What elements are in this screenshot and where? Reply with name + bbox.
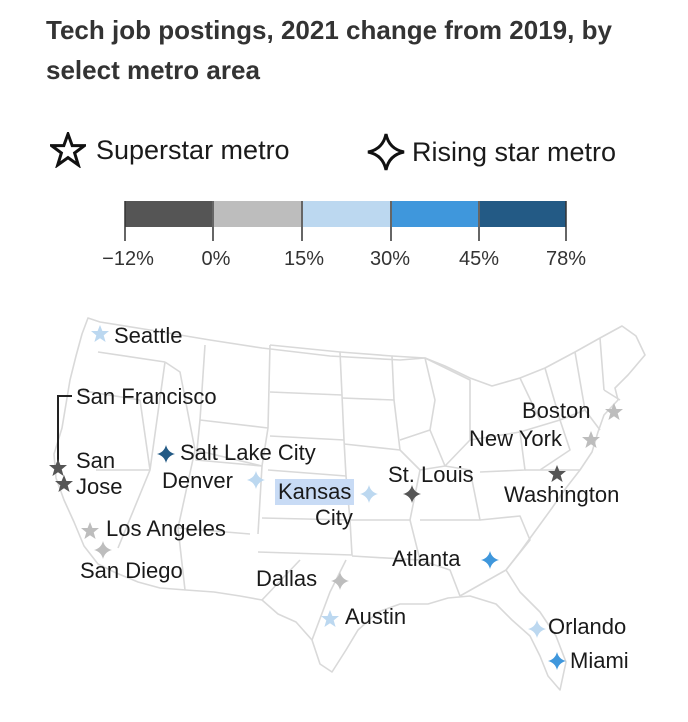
- scale-bin-4: [480, 201, 566, 227]
- city-label-orlando: Orlando: [548, 614, 627, 639]
- austin-marker-icon: [321, 610, 339, 627]
- scale-ticks: [124, 201, 567, 241]
- kansas-city-marker-icon: [360, 485, 378, 503]
- us-map: [49, 317, 646, 691]
- city-label-denver: Denver: [162, 468, 233, 493]
- city-label-boston: Boston: [522, 398, 591, 423]
- scale-tick-1: 0%: [201, 248, 231, 270]
- san-francisco-leader-line: [57, 395, 72, 468]
- dallas-marker-icon: [331, 572, 349, 590]
- city-label-miami: Miami: [570, 648, 629, 673]
- city-label-dallas: Dallas: [256, 566, 318, 591]
- city-label-los-angeles: Los Angeles: [106, 516, 226, 541]
- city-label-kansas-city-line1: Kansas: [275, 479, 355, 505]
- rising-star-icon: [367, 133, 405, 171]
- chart-title: Tech job postings, 2021 change from 2019…: [46, 15, 612, 85]
- atlanta-marker-icon: [481, 551, 499, 569]
- city-label-salt-lake-city: Salt Lake City: [180, 440, 316, 465]
- washington-marker-icon: [548, 465, 566, 482]
- legend-superstar-label: Superstar metro: [96, 134, 290, 165]
- city-label-san-diego: San Diego: [80, 558, 183, 583]
- scale-bin-1: [214, 201, 301, 227]
- seattle-marker-icon: [91, 325, 109, 342]
- boston-marker-icon: [605, 403, 623, 420]
- orlando-marker-icon: [528, 620, 546, 638]
- denver-marker-icon: [247, 471, 265, 489]
- los-angeles-marker-icon: [81, 522, 99, 539]
- scale-tick-3: 30%: [369, 248, 411, 270]
- scale-tick-2: 15%: [283, 248, 325, 270]
- legend-rising-label: Rising star metro: [412, 136, 617, 167]
- city-label-washington: Washington: [504, 482, 620, 507]
- city-label-seattle: Seattle: [114, 323, 183, 348]
- scale-bin-2: [303, 201, 390, 227]
- salt-lake-city-marker-icon: [157, 445, 175, 463]
- miami-marker-icon: [548, 652, 566, 670]
- scale-bin-0: [125, 201, 212, 227]
- superstar-star-icon: [50, 132, 86, 168]
- city-label-san-jose: San Jose: [76, 448, 123, 499]
- st-louis-marker-icon: [403, 485, 421, 503]
- scale-bin-3: [392, 201, 478, 227]
- city-label-kansas-city-line2: City: [315, 505, 353, 530]
- city-label-new-york: New York: [469, 426, 562, 451]
- us-outline: [53, 317, 646, 691]
- scale-tick-4: 45%: [458, 248, 500, 270]
- city-label-st-louis: St. Louis: [388, 462, 474, 487]
- scale-tick-0: −12%: [102, 248, 154, 270]
- city-markers: [49, 325, 623, 670]
- city-label-atlanta: Atlanta: [392, 546, 461, 571]
- san-diego-marker-icon: [94, 541, 112, 559]
- scale-tick-5: 78%: [545, 248, 587, 270]
- san-jose-marker-icon: [55, 475, 73, 492]
- san-francisco-marker-icon: [49, 459, 67, 476]
- city-label-san-francisco: San Francisco: [76, 384, 217, 409]
- new-york-marker-icon: [582, 431, 600, 448]
- legend-superstar: Superstar metro: [50, 132, 290, 168]
- legend-rising: Rising star metro: [366, 132, 616, 172]
- city-label-austin: Austin: [345, 604, 407, 629]
